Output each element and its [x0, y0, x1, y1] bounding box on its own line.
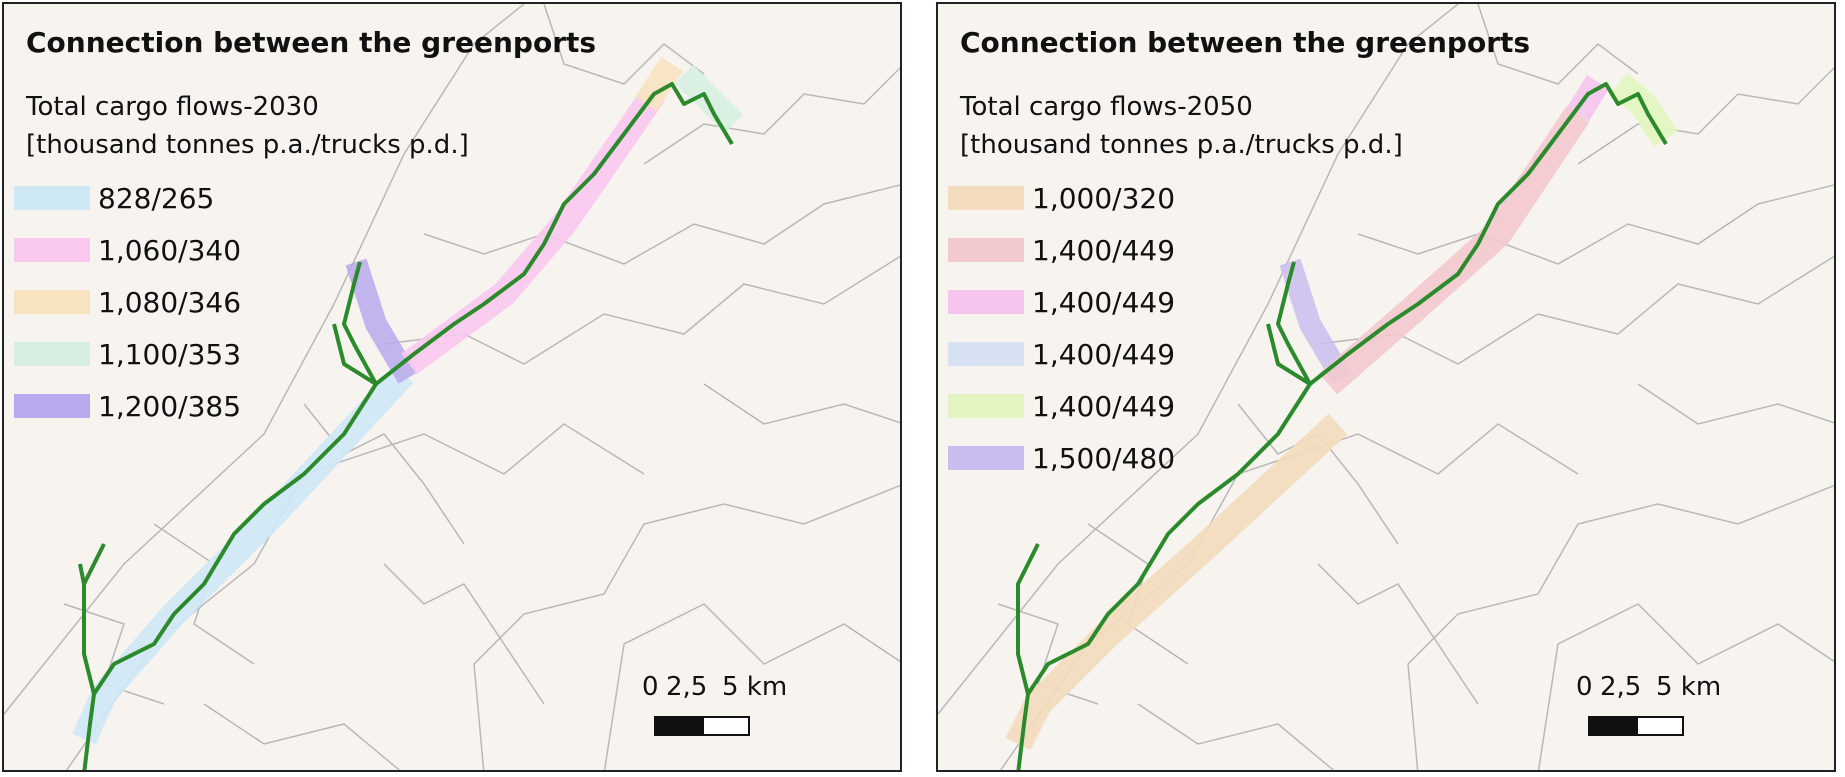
cargo-flow-bands: [1005, 73, 1678, 751]
legend-item: 1,200/385: [14, 380, 469, 432]
map-title: Connection between the greenports: [26, 26, 597, 59]
legend-item: 1,400/449: [948, 328, 1403, 380]
map-panel-2050: Connection between the greenports Total …: [936, 2, 1836, 772]
legend-title-line2: [thousand tonnes p.a./trucks p.d.]: [960, 130, 1403, 160]
legend-swatch: [948, 186, 1024, 210]
legend-label: 828/265: [98, 181, 215, 215]
flow-band-1000: [1005, 413, 1348, 751]
flow-band-1500: [1279, 258, 1352, 384]
legend-item: 1,060/340: [14, 224, 469, 276]
route-branch-south: [1016, 543, 1040, 695]
route-branch-tip: [78, 563, 86, 585]
legend-label: 1,080/346: [98, 285, 242, 319]
legend-swatch: [948, 290, 1024, 314]
legend-label: 1,000/320: [1032, 181, 1176, 215]
legend-item: 1,400/449: [948, 380, 1403, 432]
map-panel-2030: Connection between the greenports Total …: [2, 2, 902, 772]
flow-band-1400-pink: [1566, 75, 1610, 121]
route-main: [1016, 82, 1668, 770]
legend-swatch: [948, 446, 1024, 470]
map-canvas: [4, 4, 900, 770]
scale-label-0: 0: [642, 672, 659, 702]
legend-item: 1,000/320: [948, 172, 1403, 224]
scale-label-5km: 5 km: [722, 672, 788, 702]
legend-label: 1,400/449: [1032, 233, 1176, 267]
route-branch-north: [1276, 261, 1312, 385]
legend-label: 1,100/353: [98, 337, 242, 371]
scale-label-5km: 5 km: [1656, 672, 1722, 702]
scale-bar: 0 2,5 5 km: [642, 672, 787, 752]
scale-box: [654, 716, 750, 736]
legend-label: 1,060/340: [98, 233, 242, 267]
legend-item: 828/265: [14, 172, 469, 224]
flow-band-1400-red: [1318, 106, 1590, 395]
legend-swatch: [14, 186, 90, 210]
legend-item: 1,400/449: [948, 276, 1403, 328]
scale-label-2-5: 2,5: [666, 672, 708, 702]
legend-label: 1,400/449: [1032, 337, 1176, 371]
scale-label-0: 0: [1576, 672, 1593, 702]
legend-swatch: [948, 394, 1024, 418]
scale-bar: 0 2,5 5 km: [1576, 672, 1721, 752]
legend-title-line1: Total cargo flows-2030: [26, 92, 319, 122]
green-route: [78, 82, 734, 770]
map-title: Connection between the greenports: [960, 26, 1531, 59]
legend-title-line2: [thousand tonnes p.a./trucks p.d.]: [26, 130, 469, 160]
legend-label: 1,400/449: [1032, 389, 1176, 423]
route-branch-north: [342, 261, 378, 385]
legend-item: 1,500/480: [948, 432, 1403, 484]
scale-label-2-5: 2,5: [1600, 672, 1642, 702]
legend-swatch: [948, 238, 1024, 262]
legend-swatch: [14, 290, 90, 314]
legend-swatch: [14, 342, 90, 366]
scale-box: [1588, 716, 1684, 736]
legend-item: 1,100/353: [14, 328, 469, 380]
flow-band-1200: [345, 258, 418, 384]
legend-swatch: [14, 238, 90, 262]
legend-label: 1,400/449: [1032, 285, 1176, 319]
legend-items: 1,000/320 1,400/449 1,400/449 1,400/449 1,40…: [948, 172, 1403, 484]
legend-label: 1,500/480: [1032, 441, 1176, 475]
legend-label: 1,200/385: [98, 389, 242, 423]
legend-items: 828/265 1,060/340 1,080/346 1,100/353 1,200/…: [14, 172, 469, 432]
route-main: [82, 82, 734, 770]
legend-swatch: [14, 394, 90, 418]
map-canvas: [938, 4, 1834, 770]
legend-item: 1,080/346: [14, 276, 469, 328]
route-branch-west: [1266, 323, 1312, 386]
route-branch-south: [82, 543, 106, 695]
legend: Total cargo flows-2030 [thousand tonnes …: [14, 88, 469, 432]
legend-item: 1,400/449: [948, 224, 1403, 276]
municipal-boundaries: [938, 4, 1834, 770]
route-branch-west: [332, 323, 378, 386]
legend-title-line1: Total cargo flows-2050: [960, 92, 1253, 122]
legend: Total cargo flows-2050 [thousand tonnes …: [948, 88, 1403, 484]
legend-swatch: [948, 342, 1024, 366]
green-route: [1016, 82, 1668, 770]
